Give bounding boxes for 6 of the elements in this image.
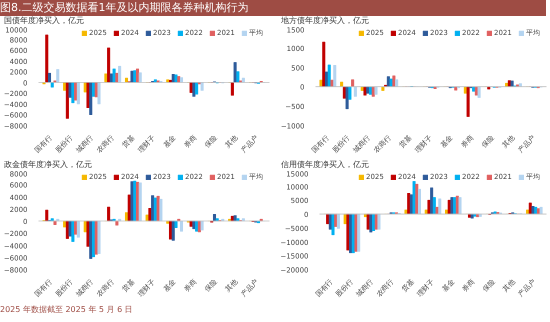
chart-title: 国债年度净买入，亿元 bbox=[4, 16, 84, 26]
caption: 图8.二级交易数据看1年及以内期限各券种机构行为 bbox=[0, 0, 248, 16]
text: 2025 年数据截至 2025 年 5 月 6 日 bbox=[0, 304, 133, 316]
chart-title: 信用债年度净买入，亿元 bbox=[281, 160, 369, 170]
chart-title: 地方债年度净买入，亿元 bbox=[281, 16, 369, 26]
chart-title: 政金债年度净买入，亿元 bbox=[4, 160, 92, 170]
